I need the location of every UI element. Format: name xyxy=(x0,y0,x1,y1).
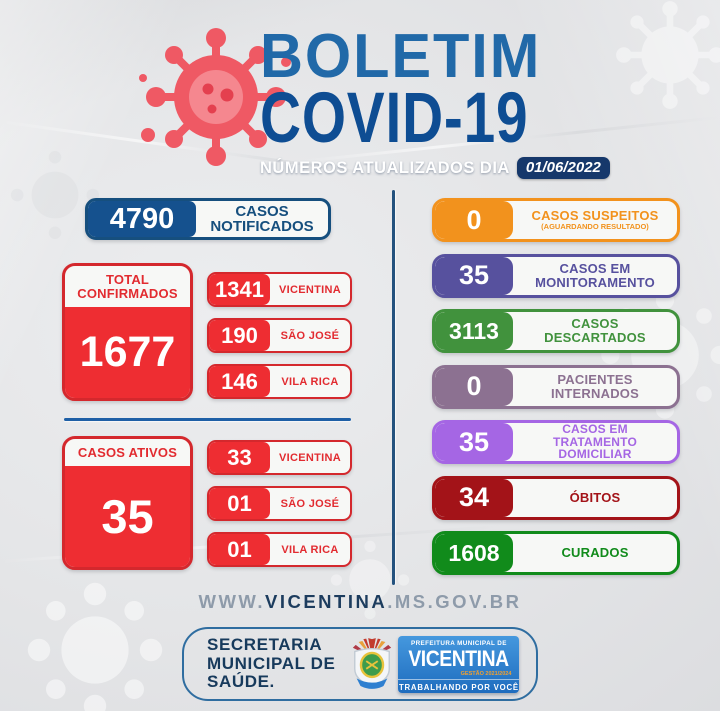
statistics-column: 0 CASOS SUSPEITOS (AGUARDANDO RESULTADO) 35… xyxy=(432,198,680,575)
row-label: SÃO JOSÉ xyxy=(280,497,340,510)
casos-notificados-value: 4790 xyxy=(88,201,196,237)
secretaria-line: MUNICIPAL DE xyxy=(207,653,336,673)
coat-of-arms xyxy=(353,638,392,689)
stat-row-curados: 1608 CURADOS xyxy=(432,531,680,575)
stat-row-pacientes-internados: 0 PACIENTES INTERNADOS xyxy=(432,364,680,409)
stat-value: 0 xyxy=(435,201,513,239)
casos-ativos-title: CASOS ATIVOS xyxy=(77,445,178,460)
secretaria-line: SAÚDE. xyxy=(207,672,275,692)
total-confirmados-value: 1677 xyxy=(65,306,190,398)
stat-value: 34 xyxy=(435,478,513,517)
url-prefix: WWW. xyxy=(198,591,265,612)
casos-notificados-box: 4790 CASOS NOTIFICADOS xyxy=(85,198,331,240)
stat-row-obitos: 34 ÓBITOS xyxy=(432,475,680,520)
prefeitura-badge: PREFEITURA MUNICIPAL DE VICENTINA GESTÃO… xyxy=(398,635,520,693)
url-main: VICENTINA xyxy=(265,591,388,612)
stat-value: 3113 xyxy=(435,312,513,350)
row-value: 1341 xyxy=(209,274,270,305)
stat-label: CASOS SUSPEITOS (AGUARDANDO RESULTADO) xyxy=(531,207,659,232)
row-label: VICENTINA xyxy=(279,283,341,296)
footer: SECRETARIA MUNICIPAL DE SAÚDE. PREFEITURA … xyxy=(182,627,538,701)
row-value: 33 xyxy=(209,442,270,473)
stat-label: CASOS EM TRATAMENTO DOMICILIAR xyxy=(553,422,637,462)
coronavirus-icon xyxy=(139,28,291,166)
stat-label: PACIENTES INTERNADOS xyxy=(551,371,639,401)
row-value: 01 xyxy=(209,488,270,519)
stat-label: CASOS EM MONITORAMENTO xyxy=(535,260,655,290)
confirmados-breakdown: 1341 VICENTINA 190 SÃO JOSÉ 146 VILA RICA xyxy=(207,272,352,399)
badge-gestao-text: GESTÃO 2021/2024 xyxy=(460,670,512,677)
total-confirmados-title: TOTAL CONFIRMADOS xyxy=(77,272,178,301)
website-link[interactable]: WWW.VICENTINA.MS.GOV.BR xyxy=(0,591,720,613)
ativos-breakdown: 33 VICENTINA 01 SÃO JOSÉ 01 VILA RICA xyxy=(207,440,352,567)
total-confirmados-box: TOTAL CONFIRMADOS 1677 xyxy=(62,263,193,401)
update-date-badge: 01/06/2022 xyxy=(516,157,610,180)
row-label: VILA RICA xyxy=(281,543,339,556)
stat-label: CASOS DESCARTADOS xyxy=(544,316,646,345)
active-row-vila-rica: 01 VILA RICA xyxy=(207,532,352,567)
stat-label: ÓBITOS xyxy=(569,489,621,505)
stat-value: 35 xyxy=(435,423,513,461)
row-value: 146 xyxy=(209,366,270,397)
badge-city-name: VICENTINA xyxy=(408,645,510,671)
badge-slogan: TRABALHANDO POR VOCÊ xyxy=(398,678,520,693)
stat-row-casos-em-monitoramento: 35 CASOS EM MONITORAMENTO xyxy=(432,253,680,298)
casos-ativos-value: 35 xyxy=(65,465,190,567)
casos-notificados-label: CASOS NOTIFICADOS xyxy=(210,202,314,235)
active-row-vicentina: 33 VICENTINA xyxy=(207,440,352,475)
stat-label: CURADOS xyxy=(561,545,629,561)
updated-label: NÚMEROS ATUALIZADOS DIA xyxy=(260,158,510,177)
stat-row-casos-suspeitos: 0 CASOS SUSPEITOS (AGUARDANDO RESULTADO) xyxy=(432,198,680,242)
confirmed-row-vila-rica: 146 VILA RICA xyxy=(207,364,352,399)
row-label: VILA RICA xyxy=(281,375,339,388)
confirmed-row-s-o-jos-: 190 SÃO JOSÉ xyxy=(207,318,352,353)
secretaria-line: SECRETARIA xyxy=(207,634,323,654)
header: BOLETIM COVID-19 NÚMEROS ATUALIZADOS DIA… xyxy=(260,22,700,180)
title-boletim: BOLETIM xyxy=(260,22,542,91)
vertical-divider xyxy=(392,190,395,585)
stat-row-casos-tratamento-domiciliar: 35 CASOS EM TRATAMENTO DOMICILIAR xyxy=(432,420,680,464)
badge-top-text: PREFEITURA MUNICIPAL DE xyxy=(411,639,507,647)
url-suffix: .MS.GOV.BR xyxy=(387,591,522,612)
row-value: 01 xyxy=(209,534,270,565)
stat-value: 1608 xyxy=(435,534,513,572)
horizontal-divider xyxy=(64,418,351,421)
stat-value: 35 xyxy=(435,256,513,295)
active-row-s-o-jos-: 01 SÃO JOSÉ xyxy=(207,486,352,521)
stat-value: 0 xyxy=(435,367,513,406)
casos-ativos-box: CASOS ATIVOS 35 xyxy=(62,436,193,570)
row-label: VICENTINA xyxy=(279,451,341,464)
confirmed-row-vicentina: 1341 VICENTINA xyxy=(207,272,352,307)
title-covid19: COVID-19 xyxy=(260,79,529,158)
row-value: 190 xyxy=(209,320,270,351)
row-label: SÃO JOSÉ xyxy=(280,329,340,342)
secretaria-text: SECRETARIA MUNICIPAL DE SAÚDE. xyxy=(207,634,336,692)
stat-row-casos-descartados: 3113 CASOS DESCARTADOS xyxy=(432,309,680,353)
